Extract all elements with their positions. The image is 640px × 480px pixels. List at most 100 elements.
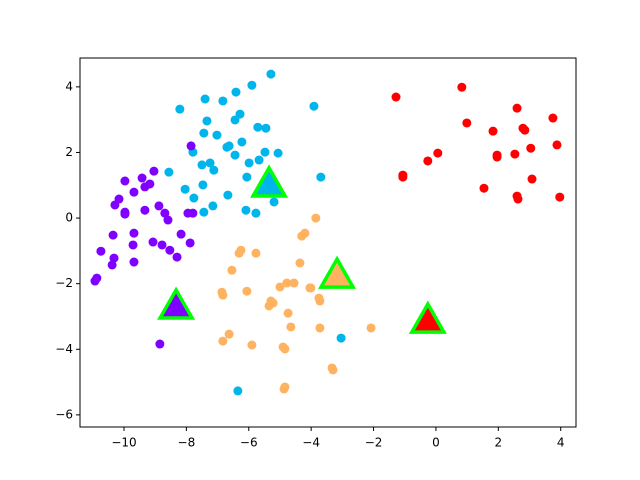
point (315, 296, 325, 306)
point (188, 208, 198, 218)
point (241, 205, 251, 215)
point (266, 69, 276, 79)
point (185, 238, 195, 248)
point (90, 276, 100, 286)
x-tick-label: −6 (240, 436, 258, 450)
point (273, 148, 283, 158)
point (186, 141, 196, 151)
point (180, 184, 190, 194)
point (237, 137, 247, 147)
point (254, 155, 264, 165)
point (235, 109, 245, 119)
y-tick-label: 2 (65, 145, 73, 159)
point (120, 209, 130, 219)
point (251, 208, 261, 218)
point (172, 252, 182, 262)
point (366, 323, 376, 333)
axes-frame (79, 57, 577, 428)
point (391, 92, 401, 102)
point (205, 158, 215, 168)
point (479, 183, 489, 193)
point (108, 230, 118, 240)
point (222, 142, 232, 152)
point (234, 248, 244, 258)
point (208, 201, 218, 211)
point (224, 329, 234, 339)
point (247, 80, 257, 90)
centroid (408, 300, 447, 334)
point (149, 166, 159, 176)
point (129, 228, 139, 238)
point (552, 140, 562, 150)
point (247, 340, 257, 350)
point (433, 148, 443, 158)
y-tick-label: −2 (55, 276, 73, 290)
point (230, 115, 240, 125)
point (137, 173, 147, 183)
point (289, 278, 299, 288)
point (120, 176, 130, 186)
point (282, 278, 292, 288)
point (218, 336, 228, 346)
point (157, 240, 167, 250)
point (109, 253, 119, 263)
point (306, 283, 316, 293)
point (189, 193, 199, 203)
point (251, 248, 261, 258)
point (244, 158, 254, 168)
point (140, 205, 150, 215)
point (218, 290, 228, 300)
point (488, 126, 498, 136)
point (231, 87, 241, 97)
x-tick-label: −2 (365, 436, 383, 450)
point (160, 208, 170, 218)
point (269, 197, 279, 207)
point (223, 190, 233, 200)
centroid (250, 164, 289, 198)
point (242, 286, 252, 296)
point (218, 96, 228, 106)
point (148, 237, 158, 247)
point (199, 207, 209, 217)
point (462, 118, 472, 128)
point (286, 322, 296, 332)
point (527, 174, 537, 184)
y-tick-label: 4 (65, 79, 73, 93)
point (140, 182, 150, 192)
point (520, 125, 530, 135)
point (110, 200, 120, 210)
point (242, 172, 252, 182)
point (163, 215, 173, 225)
point (202, 116, 212, 126)
x-tick-label: 2 (495, 436, 503, 450)
x-tick-label: −4 (302, 436, 320, 450)
point (165, 245, 175, 255)
point (227, 265, 237, 275)
point (280, 344, 290, 354)
point (107, 260, 117, 270)
centroid (157, 286, 196, 320)
x-tick-label: −10 (111, 436, 136, 450)
centroid (318, 255, 357, 289)
point (261, 123, 271, 133)
point (315, 323, 325, 333)
point (209, 165, 219, 175)
point (129, 257, 139, 267)
point (198, 180, 208, 190)
point (512, 103, 522, 113)
point (457, 82, 467, 92)
y-tick-label: −6 (55, 407, 73, 421)
y-tick-label: 0 (65, 211, 73, 225)
point (199, 128, 209, 138)
point (309, 101, 319, 111)
point (128, 240, 138, 250)
point (336, 333, 346, 343)
point (253, 122, 263, 132)
point (492, 152, 502, 162)
point (96, 246, 106, 256)
point (526, 143, 536, 153)
point (260, 147, 270, 157)
x-tick-label: −8 (178, 436, 196, 450)
point (275, 282, 285, 292)
